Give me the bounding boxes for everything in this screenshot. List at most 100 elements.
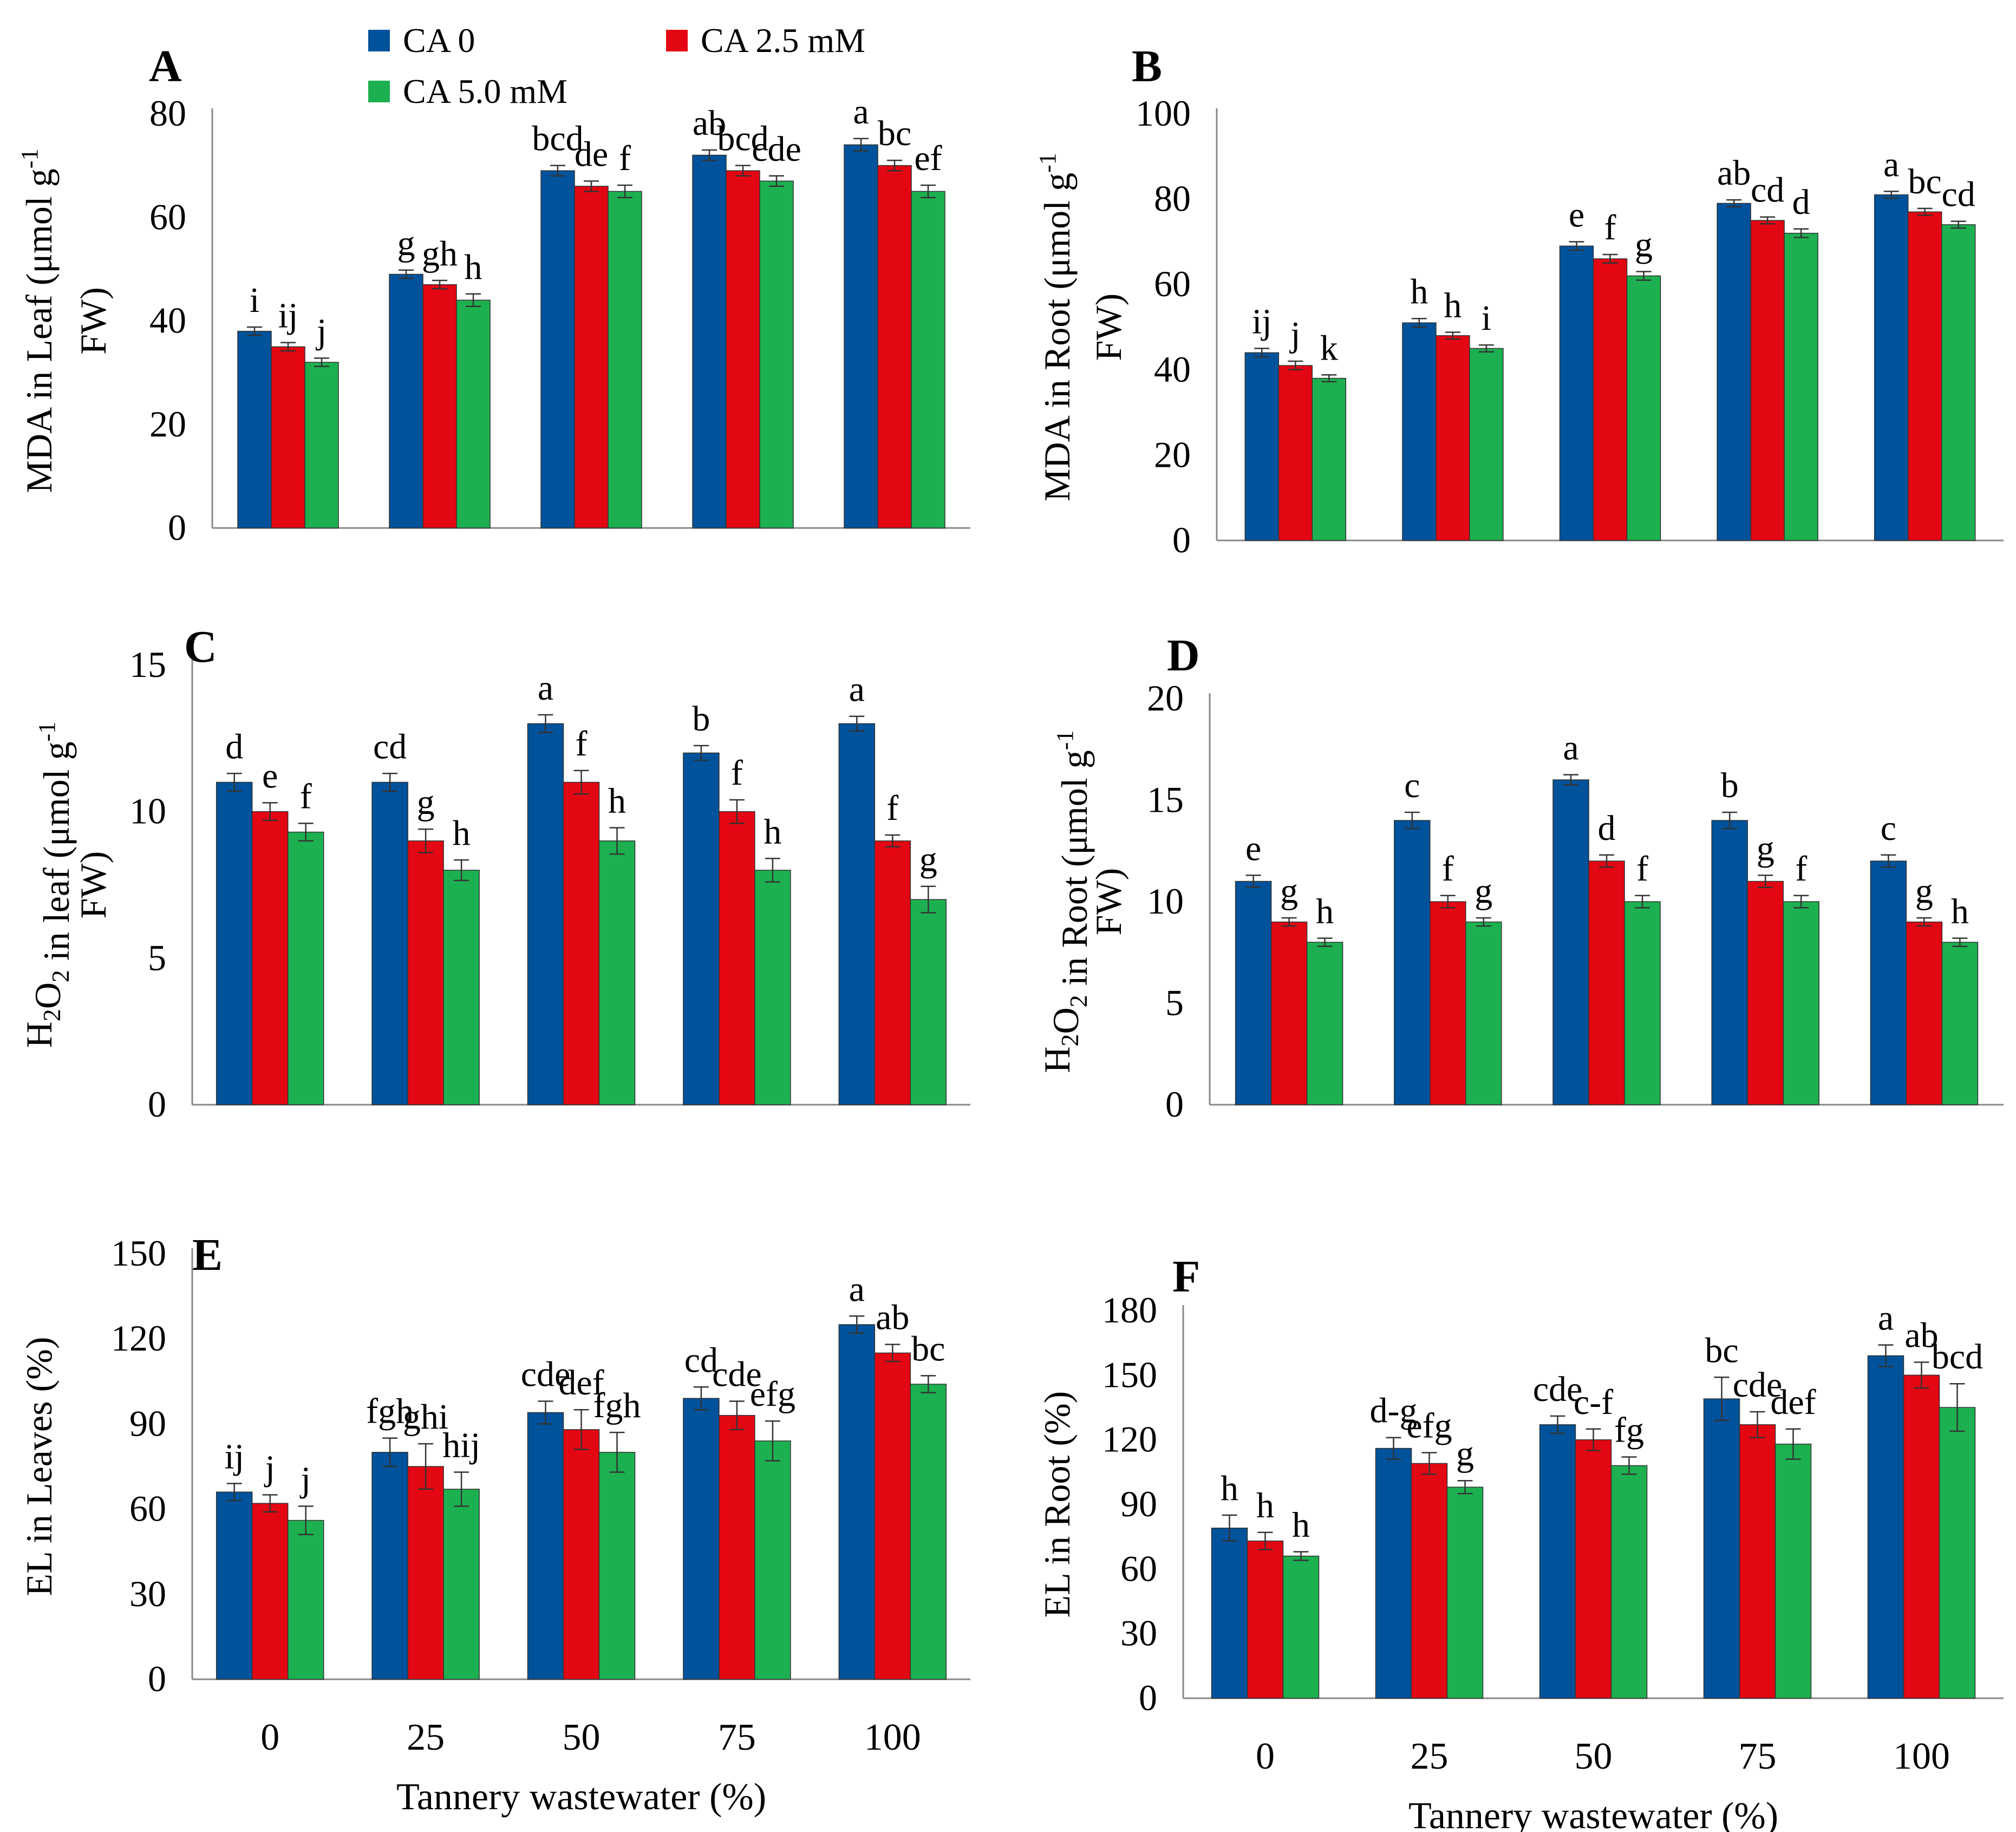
chart-f-data-label: fg xyxy=(1614,1410,1644,1450)
chart-c-bar xyxy=(598,840,636,1105)
chart-d-bar xyxy=(1711,820,1748,1105)
chart-c-bar xyxy=(754,870,791,1105)
chart-f-xtick-label: 0 xyxy=(1256,1736,1275,1777)
chart-b-panel-label: B xyxy=(1132,41,1162,92)
chart-c-data-label: f xyxy=(886,788,898,828)
chart-e-data-label: cd xyxy=(684,1340,718,1380)
chart-b-data-label: cd xyxy=(1751,171,1784,210)
chart-b-ytick-label: 80 xyxy=(1154,178,1191,219)
chart-f-ytick-label: 60 xyxy=(1120,1548,1157,1589)
chart-d-ytick-label: 20 xyxy=(1147,677,1184,719)
chart-f-xtick-label: 100 xyxy=(1893,1736,1950,1777)
chart-b-data-label: bc xyxy=(1908,162,1942,201)
chart-e-ytick-label: 90 xyxy=(129,1403,166,1444)
chart-c-bar xyxy=(287,831,324,1105)
chart-c-data-label: d xyxy=(225,727,243,766)
chart-a-bar xyxy=(304,362,339,529)
legend-item-ca25: CA 2.5 mM xyxy=(666,21,865,61)
chart-c-data-label: g xyxy=(417,783,435,822)
chart-a-data-label: bcd xyxy=(532,119,583,159)
chart-d-data-label: h xyxy=(1316,892,1334,931)
chart-b-bar xyxy=(1593,258,1628,541)
chart-d-bar xyxy=(1624,901,1661,1105)
chart-e-xtick-label: 0 xyxy=(260,1717,279,1758)
chart-d-data-label: f xyxy=(1442,849,1454,889)
chart-d-data-label: e xyxy=(1245,829,1261,868)
chart-d-data-label: a xyxy=(1563,728,1578,768)
chart-a-ylabel: MDA in Leaf (μmol g-1 xyxy=(16,149,60,493)
chart-c-bar xyxy=(371,781,408,1105)
chart-f-xtick-label: 50 xyxy=(1575,1736,1613,1777)
chart-e-xtick-label: 75 xyxy=(718,1717,756,1758)
chart-f-data-label: h xyxy=(1256,1486,1274,1525)
chart-e-bar xyxy=(874,1352,911,1680)
chart-e-data-label: hij xyxy=(442,1425,480,1465)
chart-e-data-label: ab xyxy=(876,1298,909,1338)
chart-e-bar xyxy=(754,1440,791,1680)
chart-a-data-label: i xyxy=(250,281,259,320)
chart-d-data-label: f xyxy=(1636,849,1648,889)
legend-swatch-ca0 xyxy=(368,30,390,51)
chart-c-data-label: a xyxy=(849,670,865,709)
chart-c-data-label: h xyxy=(764,812,781,851)
chart-c-data-label: b xyxy=(692,699,710,739)
chart-c-ylabel-line2: FW) xyxy=(73,851,114,919)
chart-c-data-label: f xyxy=(300,777,312,816)
chart-b-data-label: k xyxy=(1320,328,1338,368)
chart-f-ytick-label: 30 xyxy=(1120,1613,1157,1654)
chart-d-data-label: h xyxy=(1951,892,1969,931)
chart-e-panel-label: E xyxy=(192,1230,223,1280)
chart-f-bar xyxy=(1575,1439,1612,1699)
chart-e-bar xyxy=(838,1324,876,1680)
legend-label-ca0: CA 0 xyxy=(403,21,475,60)
chart-b-data-label: ab xyxy=(1717,153,1751,193)
chart-b-data-label: i xyxy=(1482,298,1491,338)
chart-a-bar xyxy=(911,191,945,529)
chart-b-bar xyxy=(1941,224,1976,541)
chart-b-bar xyxy=(1874,194,1909,541)
chart-c-data-label: f xyxy=(576,724,588,764)
chart-b-data-label: a xyxy=(1883,145,1899,184)
chart-e-bar xyxy=(719,1414,755,1680)
chart-c-bar xyxy=(251,811,289,1105)
chart-b-ytick-label: 40 xyxy=(1154,349,1191,390)
chart-a-data-label: bc xyxy=(878,114,911,153)
chart-f-xtick-label: 75 xyxy=(1739,1736,1777,1777)
chart-b-bar xyxy=(1626,275,1661,541)
chart-a-ytick-label: 20 xyxy=(149,403,186,445)
chart-a-bar xyxy=(877,165,912,529)
chart-e-ytick-label: 60 xyxy=(129,1488,166,1529)
chart-e-data-label: fgh xyxy=(593,1386,641,1425)
chart-f-bar xyxy=(1539,1424,1576,1699)
chart-e-data-label: j xyxy=(264,1448,275,1488)
chart-d-bar xyxy=(1906,921,1943,1105)
chart-a-data-label: j xyxy=(316,311,327,351)
chart-d-data-label: b xyxy=(1721,766,1739,805)
chart-f-ytick-label: 180 xyxy=(1102,1289,1157,1331)
chart-a-ylabel-line2: FW) xyxy=(73,287,114,355)
chart-c-ytick-label: 15 xyxy=(129,644,166,685)
chart-b-bar xyxy=(1436,335,1470,541)
chart-a-ytick-label: 0 xyxy=(168,507,186,548)
chart-b-ytick-label: 0 xyxy=(1172,519,1191,560)
chart-e-bar xyxy=(598,1452,636,1680)
chart-d-ytick-label: 5 xyxy=(1165,982,1184,1023)
chart-d-data-label: g xyxy=(1757,829,1774,868)
chart-a-bar xyxy=(389,273,423,529)
chart-a-bar xyxy=(759,180,794,529)
chart-e-data-label: cde xyxy=(712,1354,762,1394)
chart-d-data-label: c xyxy=(1881,809,1896,848)
chart-e-bar xyxy=(910,1384,947,1680)
chart-c-data-label: h xyxy=(453,813,471,853)
chart-a-bar xyxy=(844,144,878,529)
chart-d-bar xyxy=(1870,860,1907,1105)
chart-e-data-label: def xyxy=(558,1363,604,1403)
chart-a-data-label: f xyxy=(619,139,631,178)
chart-e-xtick-label: 50 xyxy=(563,1717,601,1758)
chart-f-data-label: ab xyxy=(1904,1315,1938,1355)
chart-b-data-label: h xyxy=(1444,285,1462,325)
chart-f-panel-label: F xyxy=(1172,1251,1200,1302)
chart-e-bar xyxy=(371,1452,408,1680)
chart-a-bar xyxy=(271,346,305,529)
